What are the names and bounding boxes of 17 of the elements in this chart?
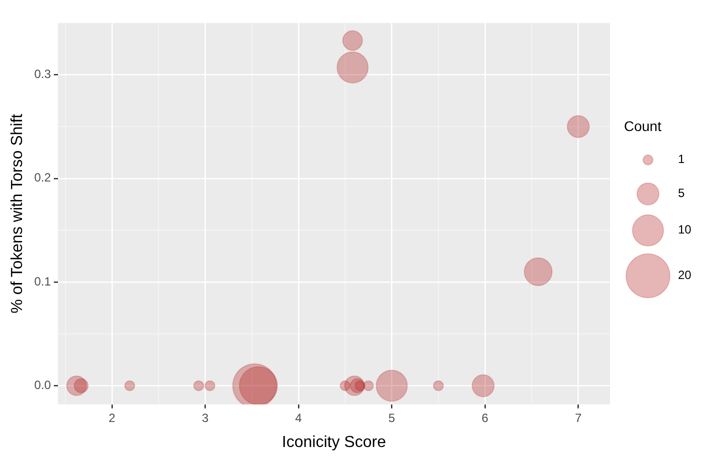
x-axis-title: Iconicity Score <box>282 434 386 451</box>
y-tick-label: 0.1 <box>34 274 52 288</box>
x-tick-label: 3 <box>202 410 209 425</box>
y-tick-label: 0.3 <box>34 67 52 82</box>
y-tick-label: 0.2 <box>34 170 52 185</box>
x-tick-label: 6 <box>482 410 489 425</box>
x-tick-label: 4 <box>295 410 302 425</box>
legend-label: 20 <box>678 268 692 282</box>
legend-label: 1 <box>678 152 685 166</box>
legend-title: Count <box>624 118 662 134</box>
x-tick-label: 7 <box>574 410 582 425</box>
x-tick-label: 2 <box>108 410 116 425</box>
x-tick-label: 5 <box>388 410 396 425</box>
y-tick-label: 0.0 <box>34 378 52 392</box>
legend-label: 10 <box>678 222 692 237</box>
y-axis-title: % of Tokens with Torso Shift <box>9 113 26 314</box>
legend-label: 5 <box>678 186 685 200</box>
